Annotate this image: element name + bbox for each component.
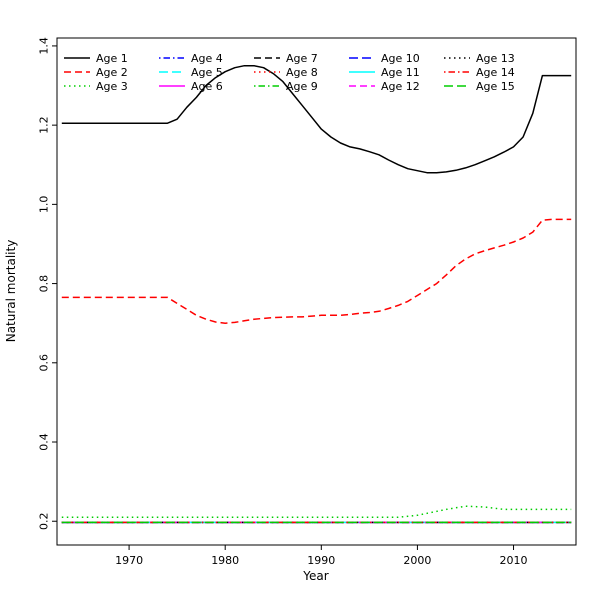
y-tick-label: 0.8 (38, 275, 51, 293)
y-tick-label: 1.2 (38, 116, 51, 134)
legend-label: Age 15 (476, 80, 515, 93)
legend-entry-age-11: Age 11 (349, 66, 420, 79)
legend-label: Age 6 (191, 80, 223, 93)
legend-label: Age 4 (191, 52, 223, 65)
y-tick-label: 0.4 (38, 433, 51, 451)
y-axis-ticks: 0.2 0.4 0.6 0.8 1.0 1.2 1.4 (38, 37, 57, 530)
x-tick-label: 2000 (403, 554, 431, 567)
legend-entry-age-6: Age 6 (159, 80, 223, 93)
legend-entry-age-10: Age 10 (349, 52, 420, 65)
legend-entry-age-4: Age 4 (159, 52, 223, 65)
legend-label: Age 12 (381, 80, 420, 93)
legend-entry-age-13: Age 13 (444, 52, 515, 65)
legend-entry-age-14: Age 14 (444, 66, 515, 79)
x-axis-label: Year (302, 569, 328, 583)
y-tick-label: 1.4 (38, 37, 51, 55)
legend-entry-age-2: Age 2 (64, 66, 128, 79)
legend-label: Age 14 (476, 66, 515, 79)
legend-label: Age 7 (286, 52, 318, 65)
x-tick-label: 1980 (211, 554, 239, 567)
x-axis-ticks: 1970 1980 1990 2000 2010 (115, 545, 528, 567)
x-tick-label: 1990 (307, 554, 335, 567)
y-tick-label: 0.2 (38, 512, 51, 530)
legend-entry-age-7: Age 7 (254, 52, 318, 65)
legend-label: Age 13 (476, 52, 515, 65)
legend-entry-age-5: Age 5 (159, 66, 223, 79)
legend-label: Age 8 (286, 66, 318, 79)
legend-entry-age-15: Age 15 (444, 80, 515, 93)
legend-entry-age-9: Age 9 (254, 80, 318, 93)
legend-label: Age 5 (191, 66, 223, 79)
legend-label: Age 3 (96, 80, 128, 93)
series-line-age-3 (61, 505, 572, 519)
y-axis-label: Natural mortality (4, 240, 18, 343)
legend-entry-age-1: Age 1 (64, 52, 128, 65)
legend-entry-age-8: Age 8 (254, 66, 318, 79)
legend-label: Age 1 (96, 52, 128, 65)
series-lines (61, 64, 572, 524)
series-line-age-2 (61, 218, 572, 324)
legend-label: Age 10 (381, 52, 420, 65)
plot-area-border (56, 37, 577, 546)
series-line-age-1 (61, 64, 572, 174)
y-tick-label: 0.6 (38, 354, 51, 372)
y-tick-label: 1.0 (38, 196, 51, 214)
legend-label: Age 2 (96, 66, 128, 79)
legend-label: Age 11 (381, 66, 420, 79)
legend-entry-age-12: Age 12 (349, 80, 420, 93)
legend-entry-age-3: Age 3 (64, 80, 128, 93)
x-tick-label: 1970 (115, 554, 143, 567)
legend-label: Age 9 (286, 80, 318, 93)
x-tick-label: 2010 (500, 554, 528, 567)
